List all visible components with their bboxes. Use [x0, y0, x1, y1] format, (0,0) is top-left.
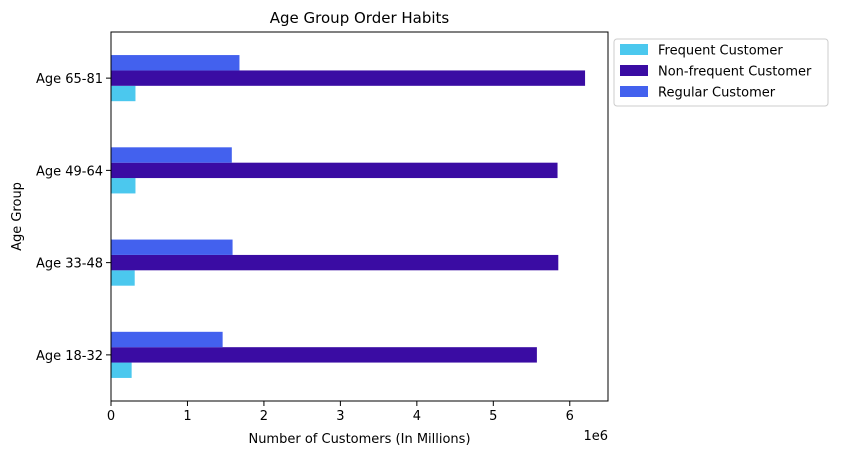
- legend-label: Non-frequent Customer: [658, 65, 812, 80]
- legend-label: Regular Customer: [658, 86, 776, 101]
- x-axis-ticks: 0 1 2 3 4 5 6: [107, 401, 574, 424]
- bar-regular-customer-age-18-32: [111, 331, 223, 348]
- y-axis-ticks: Age 18-32 Age 33-48 Age 49-64 Age 65-81: [36, 72, 111, 364]
- bar-regular-customer-age-65-81: [111, 55, 240, 71]
- bar-frequent-customer-age-18-32: [111, 362, 132, 378]
- bar-non-frequent-customer-age-18-32: [111, 347, 537, 363]
- bar-non-frequent-customer-age-49-64: [111, 162, 558, 179]
- bars-group: [111, 55, 586, 378]
- legend-swatch: [620, 65, 648, 76]
- legend-swatch: [620, 86, 648, 97]
- legend-frame: [613, 38, 829, 107]
- y-tick-label: Age 49-64: [36, 164, 103, 179]
- y-tick-label: Age 18-32: [36, 349, 103, 364]
- x-tick-label: 2: [260, 409, 268, 424]
- bar-frequent-customer-age-33-48: [111, 270, 135, 286]
- bar-non-frequent-customer-age-65-81: [111, 70, 586, 86]
- legend-label: Frequent Customer: [658, 44, 783, 59]
- x-axis-title: Number of Customers (In Millions): [248, 432, 470, 447]
- legend-swatch: [620, 44, 648, 55]
- x-tick-label: 1: [183, 409, 191, 424]
- y-axis-title: Age Group: [10, 182, 25, 251]
- x-axis-offset-label: 1e6: [583, 429, 608, 444]
- bar-regular-customer-age-33-48: [111, 239, 233, 255]
- bar-frequent-customer-age-49-64: [111, 178, 136, 194]
- bar-non-frequent-customer-age-33-48: [111, 254, 559, 271]
- x-tick-label: 3: [336, 409, 344, 424]
- x-tick-label: 6: [566, 409, 574, 424]
- bar-regular-customer-age-49-64: [111, 147, 232, 163]
- plot-frame: [110, 31, 609, 402]
- x-tick-label: 5: [489, 409, 497, 424]
- y-tick-label: Age 65-81: [36, 72, 103, 87]
- chart-title: Age Group Order Habits: [270, 9, 450, 27]
- bar-frequent-customer-age-65-81: [111, 85, 136, 102]
- legend: Frequent Customer Non-frequent Customer Re…: [613, 38, 829, 107]
- y-tick-label: Age 33-48: [36, 257, 103, 272]
- x-tick-label: 0: [107, 409, 115, 424]
- x-tick-label: 4: [413, 409, 421, 424]
